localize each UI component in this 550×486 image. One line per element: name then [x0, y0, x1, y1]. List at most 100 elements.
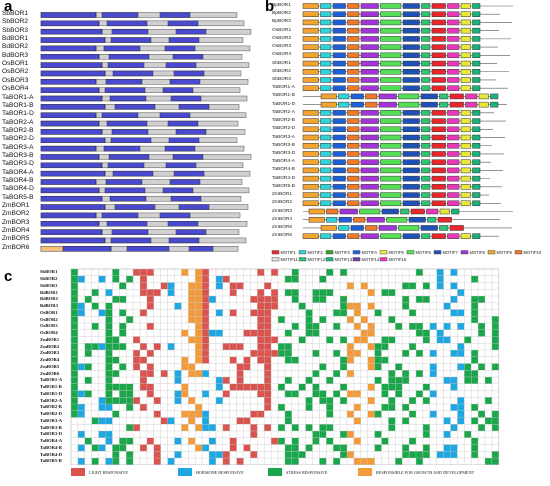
heatmap-cell	[298, 451, 306, 458]
heatmap-stripe-cell	[264, 377, 272, 384]
heatmap-stripe-cell	[105, 363, 113, 371]
exon-segment	[167, 120, 199, 127]
heatmap-cell	[112, 451, 120, 458]
heatmap-cell	[416, 451, 423, 458]
motif-block	[447, 233, 460, 239]
motif-block	[332, 69, 346, 75]
heatmap-cell	[388, 424, 396, 431]
heatmap-cell	[416, 296, 423, 303]
motif-legend-label: MOTIF2	[307, 250, 323, 255]
gene-label-b: TaBOR2-B	[272, 118, 295, 124]
heatmap-stripe-cell	[202, 350, 209, 357]
heatmap-stripe-cell	[105, 397, 113, 404]
heatmap-cell	[98, 275, 106, 283]
heatmap-cell	[305, 444, 313, 452]
motif-block	[302, 3, 319, 9]
motif-block	[320, 142, 332, 149]
exon-segment	[178, 204, 210, 210]
exon-segment	[103, 145, 141, 152]
heatmap-cell	[402, 417, 410, 425]
exon-segment	[103, 45, 141, 52]
gene-label-b: SbBOR1	[272, 60, 291, 66]
heatmap-cell	[340, 451, 347, 458]
heatmap-cell	[188, 363, 196, 371]
gene-label-a: TaBOR4-D	[2, 185, 34, 193]
motif-block	[472, 192, 481, 198]
motif-block	[347, 134, 360, 141]
gene-label-a: TaBOR1-A	[2, 93, 34, 101]
gene-label-c-left: TaBOR3-B	[40, 424, 62, 430]
heatmap-stripe-cell	[105, 343, 113, 350]
motif-block	[472, 175, 481, 182]
heatmap-cell	[133, 269, 140, 276]
heatmap-cell	[291, 424, 299, 431]
heatmap-cell	[181, 390, 189, 398]
motif-block	[302, 69, 319, 75]
motif-block	[421, 110, 431, 116]
exon-segment	[111, 229, 149, 235]
gene-label-a: OsBOR2	[2, 68, 29, 76]
motif-legend-swatch	[298, 250, 307, 255]
motif-block	[360, 27, 379, 34]
heatmap-stripe-cell	[257, 350, 265, 357]
heatmap-cell	[140, 370, 147, 377]
heatmap-stripe-cell	[202, 356, 209, 364]
motif-block	[421, 36, 431, 42]
motif-block	[360, 200, 379, 207]
heatmap-cell	[485, 377, 492, 384]
motif-block	[447, 44, 460, 50]
heatmap-cell	[250, 431, 258, 438]
heatmap-cell	[340, 431, 347, 438]
heatmap-cell	[416, 350, 423, 357]
motif-block	[460, 77, 471, 83]
motif-block	[332, 19, 346, 26]
heatmap-cell	[374, 444, 382, 452]
heatmap-cell	[388, 417, 396, 425]
gene-label-c-left: ZmBOR4	[40, 357, 60, 363]
motif-block	[402, 126, 420, 133]
heatmap-stripe-cell	[195, 309, 203, 317]
heatmap-cell	[195, 370, 203, 377]
exon-segment	[111, 129, 149, 135]
motif-legend-swatch	[379, 257, 388, 262]
heatmap-cell	[160, 417, 168, 425]
heatmap-cell	[188, 437, 196, 445]
heatmap-cell	[209, 437, 216, 445]
heatmap-cell	[174, 377, 182, 384]
heatmap-cell	[374, 343, 382, 350]
heatmap-cell	[471, 302, 479, 310]
motif-block	[460, 19, 471, 26]
motif-block	[380, 69, 402, 75]
heatmap-cell	[119, 437, 127, 445]
heatmap-stripe-cell	[264, 383, 272, 391]
motif-block	[472, 200, 481, 207]
heatmap-cell	[98, 431, 106, 438]
heatmap-stripe-cell	[71, 370, 78, 377]
motif-block	[332, 151, 346, 157]
heatmap-cell	[291, 289, 299, 296]
motif-block	[380, 192, 402, 198]
motif-block	[431, 36, 446, 42]
heatmap-cell	[305, 323, 313, 330]
heatmap-cell	[409, 282, 416, 290]
motif-block	[332, 27, 346, 34]
heatmap-cell	[491, 343, 499, 350]
exon-segment	[110, 37, 152, 43]
motif-block	[447, 175, 460, 182]
heatmap-cell	[153, 289, 161, 296]
motif-block	[431, 3, 446, 9]
motif-legend-swatch	[433, 250, 442, 255]
motif-block	[360, 52, 379, 59]
motif-block	[398, 101, 420, 108]
heatmap-cell	[222, 458, 230, 465]
exon-segment	[175, 28, 207, 35]
motif-block	[302, 11, 319, 17]
motif-block	[353, 216, 366, 223]
motif-block	[338, 216, 352, 223]
motif-block	[465, 101, 478, 108]
gene-label-a: TaBOR3-A	[2, 143, 34, 151]
heatmap-stripe-cell	[202, 289, 209, 296]
heatmap-cell	[491, 323, 499, 330]
gene-label-a: SbBOR1	[2, 10, 29, 17]
motif-block	[402, 60, 420, 67]
